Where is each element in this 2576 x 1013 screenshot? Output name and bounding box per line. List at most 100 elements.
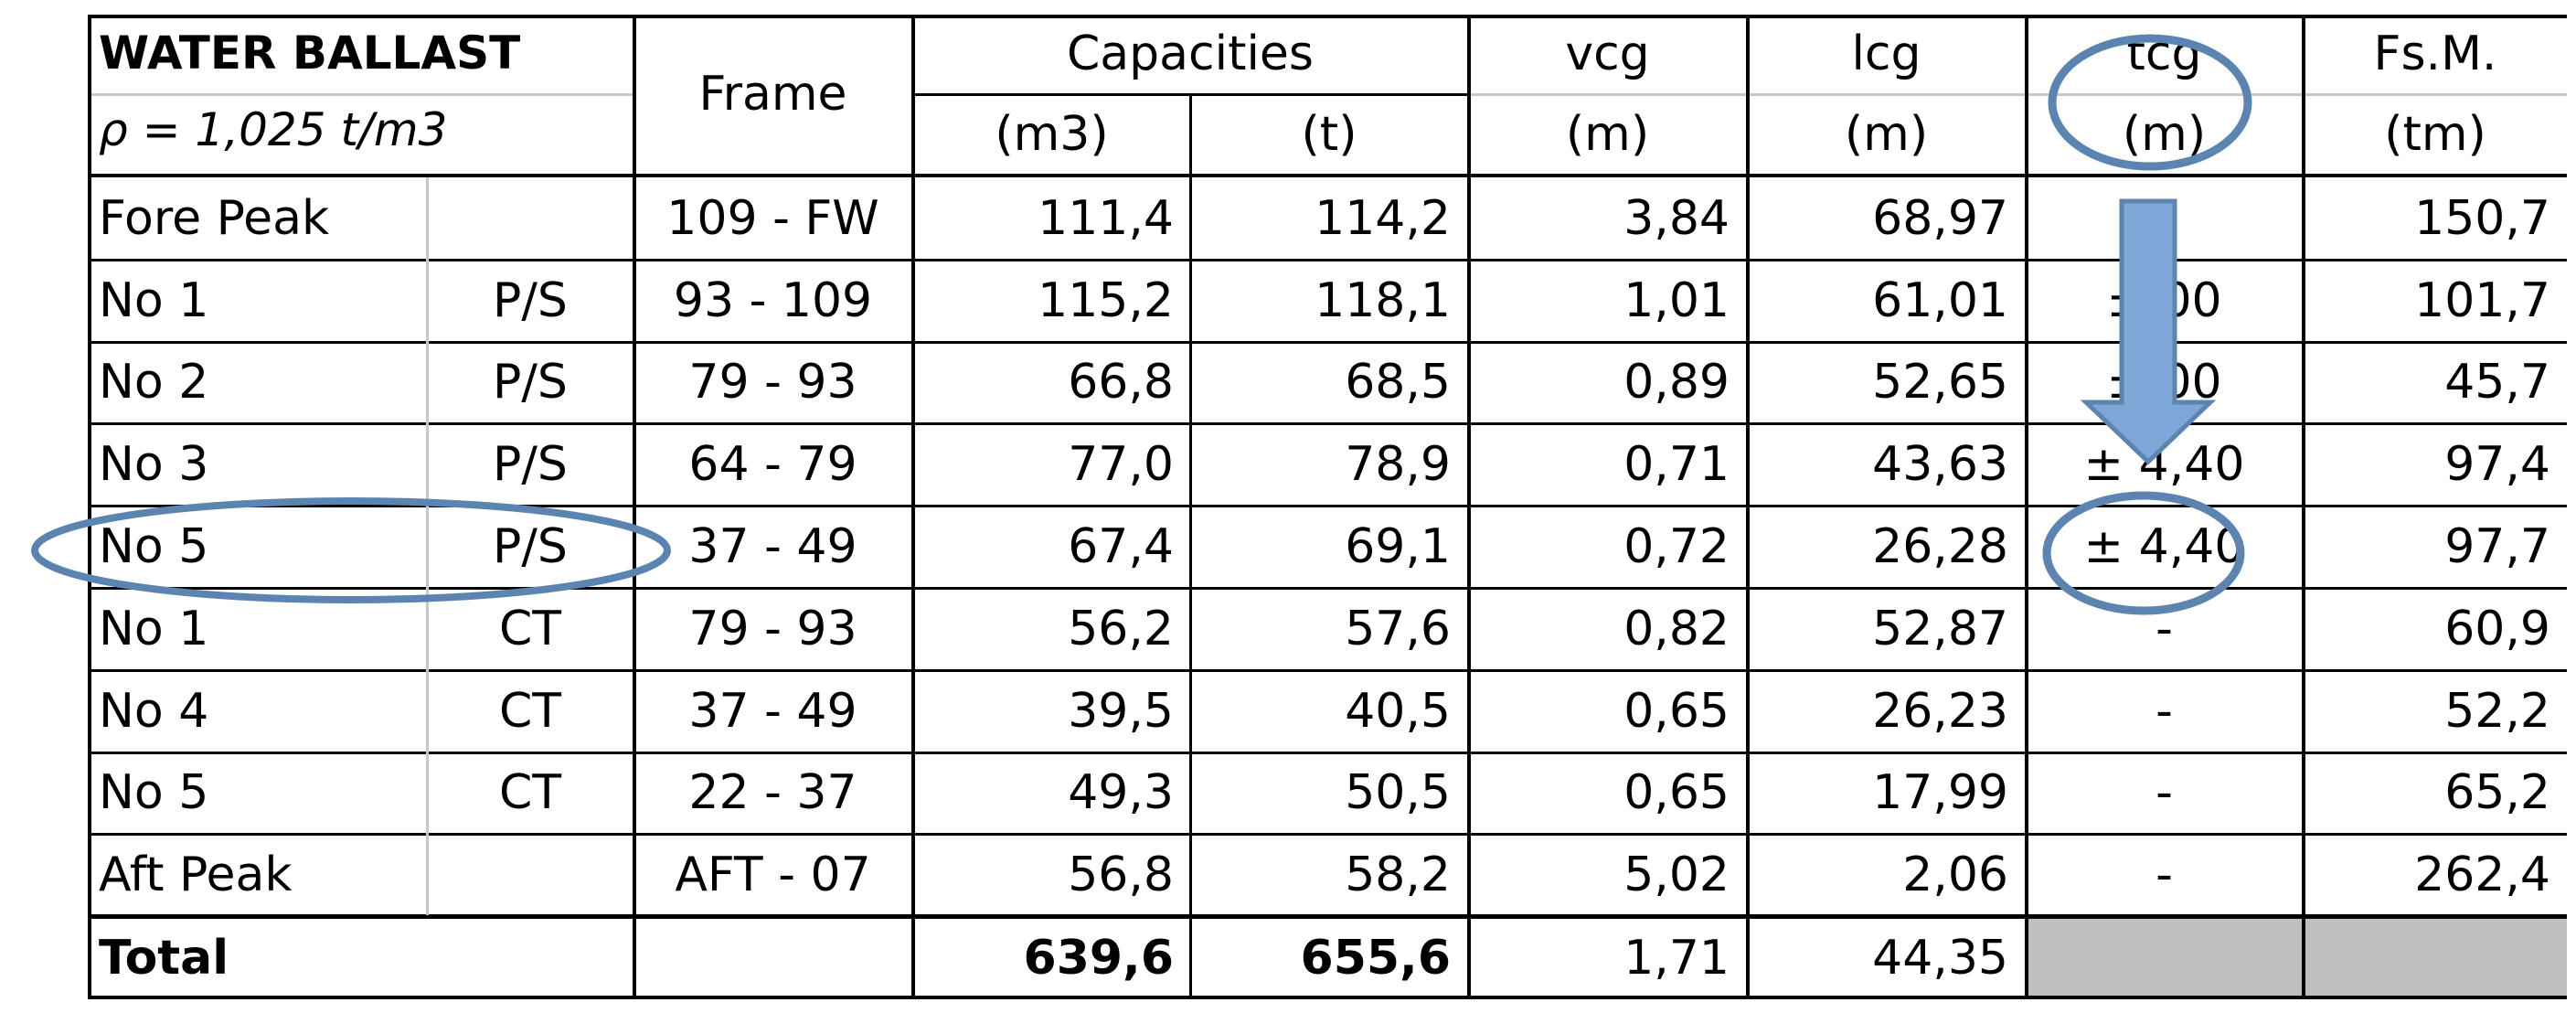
table-cell-m3: 67,4 [1068,519,1174,575]
table-cell-fsm: 52,2 [2444,683,2550,739]
table-cell-fsm: 65,2 [2444,765,2550,821]
table-cell-side: CT [498,601,562,656]
grid-line-unit-sub [1469,93,2567,96]
table-cell-m3: 111,4 [1038,190,1174,246]
highlight-ellipse-no5-row [31,497,671,603]
table-cell-tcg: - [2156,765,2173,821]
table-cell-t: 114,2 [1315,190,1451,246]
table-cell-vcg: 0,65 [1623,683,1730,739]
total-vcg: 1,71 [1623,931,1730,986]
table-cell-frame: 93 - 109 [673,272,873,328]
table-cell-fsm: 262,4 [2414,848,2550,903]
table-cell-t: 57,6 [1345,601,1451,656]
table-cell-name: No 5 [99,519,209,575]
grid-line-col [2025,15,2028,999]
grid-line-row [88,668,2567,672]
total-lcg: 44,35 [1872,931,2008,986]
table-cell-vcg: 1,01 [1623,272,1730,328]
down-arrow-icon [2080,198,2217,465]
table-cell-frame: 37 - 49 [688,683,857,739]
table-cell-frame: AFT - 07 [675,848,871,903]
table-cell-frame: 79 - 93 [688,355,857,411]
table-cell-vcg: 3,84 [1623,190,1730,246]
table-cell-side: P/S [493,519,568,575]
total-fsm-shaded [2304,917,2567,997]
grid-line-row [88,751,2567,754]
unit-tcg: (m) [2122,107,2207,162]
table-cell-vcg: 0,71 [1623,437,1730,493]
table-cell-name: No 1 [99,272,209,328]
table-cell-t: 78,9 [1345,437,1451,493]
table-cell-lcg: 43,63 [1872,437,2008,493]
grid-line-bottom [88,996,2567,999]
table-cell-tcg: - [2156,683,2173,739]
grid-line-col [2302,15,2305,999]
table-cell-lcg: 52,87 [1872,601,2008,656]
table-cell-t: 58,2 [1345,848,1451,903]
fsm-header: Fs.M. [2373,27,2497,81]
table-cell-lcg: 17,99 [1872,765,2008,821]
total-m3: 639,6 [1023,931,1174,986]
total-t: 655,6 [1300,931,1451,986]
table-cell-fsm: 97,7 [2444,519,2550,575]
grid-line-capacities [913,93,1467,96]
table-cell-fsm: 101,7 [2414,272,2550,328]
table-cell-fsm: 150,7 [2414,190,2550,246]
grid-line-col [911,15,915,999]
grid-line-col [1467,15,1471,999]
table-cell-lcg: 52,65 [1872,355,2008,411]
vcg-header: vcg [1565,27,1650,81]
water-ballast-table: WATER BALLAST ρ = 1,025 t/m3 Frame Capac… [88,15,2567,999]
table-cell-vcg: 0,82 [1623,601,1730,656]
capacities-header: Capacities [1066,27,1314,81]
table-cell-m3: 56,2 [1068,601,1174,656]
table-cell-m3: 77,0 [1068,437,1174,493]
grid-line-left [88,15,91,999]
unit-lcg: (m) [1844,107,1929,162]
table-cell-frame: 64 - 79 [688,437,857,493]
table-cell-t: 50,5 [1345,765,1451,821]
table-cell-side: CT [498,765,562,821]
table-cell-lcg: 2,06 [1902,848,2008,903]
table-cell-vcg: 0,89 [1623,355,1730,411]
frame-header: Frame [698,67,847,122]
table-cell-name: No 2 [99,355,209,411]
table-cell-name: No 3 [99,437,209,493]
table-cell-lcg: 26,23 [1872,683,2008,739]
grid-line-header-bottom [88,174,2567,177]
table-cell-m3: 56,8 [1068,848,1174,903]
grid-line-row [88,258,2567,261]
table-cell-tcg: ± 4,40 [2083,519,2245,575]
table-cell-m3: 115,2 [1038,272,1174,328]
table-cell-name: No 5 [99,765,209,821]
unit-vcg: (m) [1565,107,1650,162]
table-cell-tcg: - [2156,848,2173,903]
grid-line-col [633,15,636,999]
grid-line-col [1746,15,1750,999]
table-cell-m3: 49,3 [1068,765,1174,821]
table-cell-name: No 4 [99,683,209,739]
unit-fsm: (tm) [2384,107,2486,162]
table-cell-vcg: 5,02 [1623,848,1730,903]
table-cell-frame: 79 - 93 [688,601,857,656]
grid-line-top [88,15,2567,18]
highlight-ellipse-tcg-value [2042,491,2245,615]
grid-line-row [88,587,2567,590]
table-cell-side: CT [498,683,562,739]
grid-line-row [88,833,2567,837]
table-cell-fsm: 60,9 [2444,601,2550,656]
grid-line-row [88,422,2567,426]
table-cell-vcg: 0,72 [1623,519,1730,575]
table-cell-name: Aft Peak [99,848,293,903]
total-label: Total [99,931,229,986]
table-cell-m3: 39,5 [1068,683,1174,739]
grid-line-col [1189,95,1192,999]
unit-t: (t) [1301,107,1357,162]
grid-line-total-top [88,914,2567,919]
grid-line-side [426,177,429,915]
grid-line-row [88,505,2567,508]
table-cell-frame: 37 - 49 [688,519,857,575]
table-cell-side: P/S [493,355,568,411]
table-cell-name: No 1 [99,601,209,656]
